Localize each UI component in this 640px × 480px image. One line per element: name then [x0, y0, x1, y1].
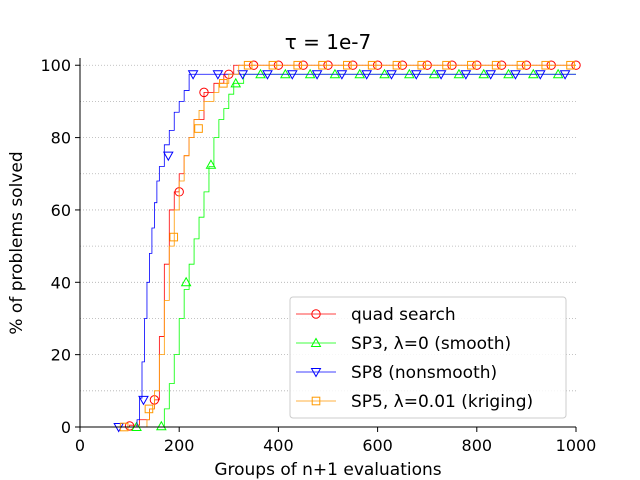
y-tick-label: 60: [51, 201, 71, 220]
series-marker: [199, 87, 209, 98]
series-marker: [212, 70, 224, 80]
series-marker: [187, 70, 199, 80]
y-tick-label: 0: [61, 418, 71, 437]
series-marker: [144, 404, 154, 414]
series-marker: [243, 60, 253, 70]
series-marker: [180, 276, 192, 287]
series-marker: [124, 421, 135, 431]
series-marker: [255, 68, 266, 79]
series-marker: [169, 232, 179, 242]
x-tick-label: 800: [462, 436, 493, 455]
series-marker: [379, 68, 390, 79]
series-3: [80, 60, 576, 432]
series-marker: [417, 60, 427, 70]
series-line: [80, 73, 576, 428]
series-marker: [467, 60, 476, 70]
legend-item: quad search: [296, 305, 456, 325]
series-marker: [559, 70, 571, 80]
series-marker: [279, 68, 291, 79]
series-layer: [80, 60, 581, 433]
legend-label: SP5, λ=0.01 (kriging): [351, 392, 533, 412]
series-marker: [392, 60, 402, 70]
series-1: [80, 68, 576, 431]
series-marker: [336, 70, 348, 80]
series-marker: [311, 70, 323, 80]
x-tick-label: 600: [362, 436, 393, 455]
series-marker: [403, 68, 415, 79]
legend-swatch-marker: [311, 309, 321, 319]
axes: [79, 58, 576, 428]
series-marker: [329, 68, 341, 79]
series-marker: [552, 68, 564, 79]
series-marker: [237, 70, 249, 80]
series-marker: [516, 60, 526, 70]
y-tick-label: 100: [40, 56, 71, 75]
series-marker: [262, 70, 273, 80]
series-marker: [478, 68, 490, 79]
series-marker: [453, 68, 465, 79]
x-tick-label: 200: [164, 436, 195, 455]
series-marker: [491, 60, 501, 70]
legend-item: SP8 (nonsmooth): [296, 363, 497, 383]
x-axis-label: Groups of n+1 evaluations: [214, 460, 441, 480]
series-marker: [566, 60, 575, 70]
series-marker: [534, 70, 546, 80]
series-marker: [485, 70, 497, 80]
series-marker: [138, 395, 149, 406]
series-marker: [442, 60, 451, 70]
x-tick-label: 400: [263, 436, 294, 455]
y-tick-label: 80: [51, 129, 71, 148]
series-marker: [343, 60, 352, 70]
series-marker: [304, 68, 316, 79]
series-marker: [410, 70, 422, 80]
legend-swatch-marker: [310, 368, 322, 378]
series-marker: [510, 70, 521, 80]
series-line: [80, 73, 576, 428]
series-marker: [286, 70, 298, 80]
legend-label: quad search: [351, 305, 456, 325]
series-2: [80, 70, 576, 433]
legend-label: SP3, λ=0 (smooth): [351, 334, 511, 354]
series-marker: [194, 124, 203, 133]
y-tick-label: 40: [51, 273, 71, 292]
series-marker: [205, 159, 217, 169]
x-ticks: 0 200 400 600 800 1000: [75, 427, 596, 455]
series-marker: [435, 70, 447, 80]
series-marker: [367, 60, 377, 70]
series-marker: [230, 77, 242, 88]
legend: quad search SP3, λ=0 (smooth) SP8 (nonsmoo…: [289, 296, 567, 419]
legend-item: SP3, λ=0 (smooth): [296, 334, 511, 354]
series-line: [80, 64, 576, 428]
legend-box: [289, 296, 567, 419]
series-marker: [354, 68, 366, 79]
series-marker: [219, 79, 228, 88]
series-marker: [155, 420, 167, 431]
y-tick-label: 20: [51, 346, 71, 365]
series-line: [80, 64, 576, 428]
legend-swatch-marker: [310, 337, 322, 347]
series-marker: [268, 60, 278, 70]
series-marker: [428, 68, 440, 79]
series-marker: [386, 70, 397, 80]
series-marker: [527, 68, 539, 79]
y-ticks: 0 20 40 60 80 100: [40, 56, 80, 437]
series-marker: [503, 68, 514, 79]
series-marker: [162, 151, 174, 162]
series-marker: [293, 60, 303, 70]
legend-label: SP8 (nonsmooth): [351, 363, 497, 383]
y-axis-label: % of problems solved: [7, 151, 27, 334]
chart-title: τ = 1e-7: [285, 30, 371, 54]
legend-swatch-marker: [311, 396, 321, 406]
series-marker: [460, 70, 472, 80]
x-tick-label: 0: [75, 436, 85, 455]
series-marker: [318, 60, 327, 70]
legend-item: SP5, λ=0.01 (kriging): [296, 392, 533, 412]
series-marker: [361, 70, 373, 80]
series-marker: [541, 60, 551, 70]
x-tick-label: 1000: [556, 436, 597, 455]
